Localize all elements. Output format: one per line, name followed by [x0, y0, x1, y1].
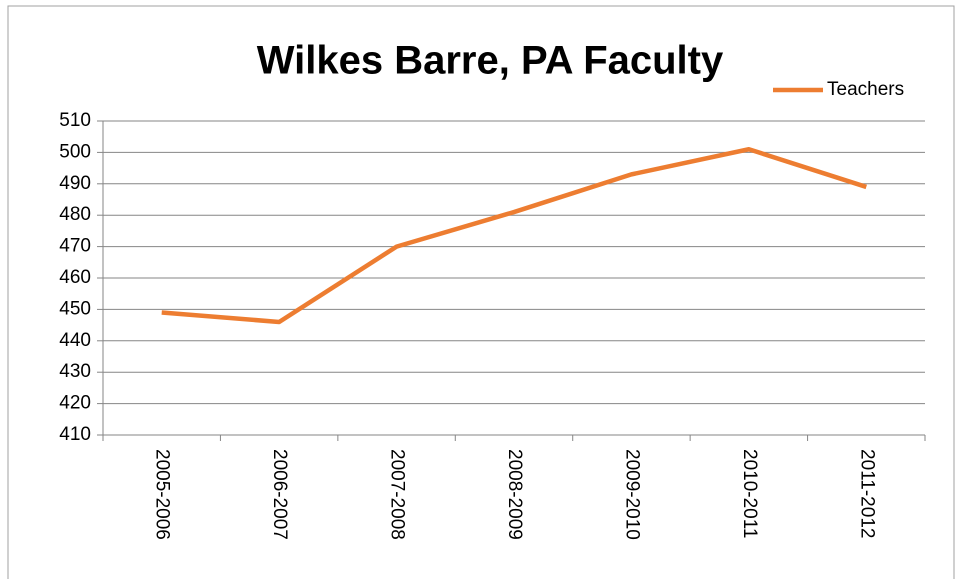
y-tick-label: 420: [59, 393, 91, 414]
y-tick-label: 460: [59, 267, 91, 288]
y-tick-label: 410: [59, 424, 91, 445]
x-tick-label: 2008-2009: [504, 449, 525, 540]
y-tick-label: 430: [59, 361, 91, 382]
x-tick-label: 2009-2010: [621, 449, 642, 540]
y-tick-label: 500: [59, 141, 91, 162]
x-tick-label: 2010-2011: [739, 449, 760, 538]
y-tick-label: 470: [59, 236, 91, 257]
y-tick-label: 440: [59, 330, 91, 351]
x-tick-label: 2007-2008: [387, 449, 408, 540]
y-tick-label: 490: [59, 173, 91, 194]
x-tick-label: 2005-2006: [152, 449, 173, 540]
y-tick-label: 510: [59, 110, 91, 131]
chart-frame: [7, 5, 955, 579]
y-tick-label: 450: [59, 298, 91, 319]
y-tick-label: 480: [59, 204, 91, 225]
legend-label: Teachers: [827, 79, 904, 100]
data-line: [161, 147, 867, 325]
x-tick-label: 2011-2012: [856, 449, 877, 538]
chart-title: Wilkes Barre, PA Faculty: [257, 39, 724, 83]
x-tick-label: 2006-2007: [269, 449, 290, 540]
